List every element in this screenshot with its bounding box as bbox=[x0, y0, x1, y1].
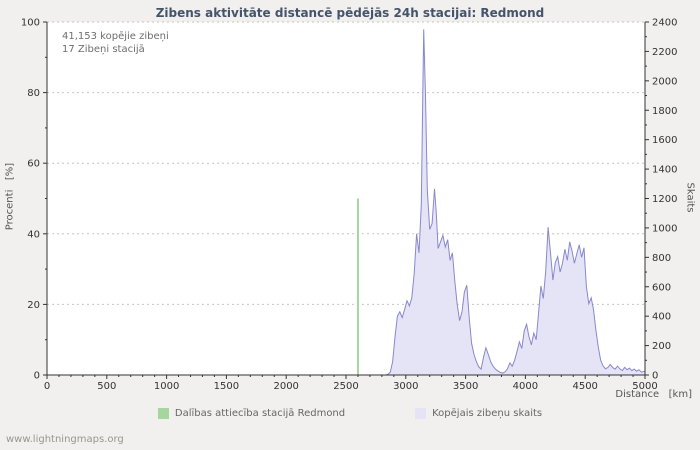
left-axis-label: Procenti [%] bbox=[4, 162, 16, 231]
legend-item-total-count: Kopējais zibeņu skaits bbox=[415, 408, 542, 419]
total-strikes-annotation: 41,153 kopējie zibeņi bbox=[62, 31, 169, 42]
svg-text:1000: 1000 bbox=[652, 223, 677, 234]
svg-text:1400: 1400 bbox=[652, 165, 677, 176]
svg-text:40: 40 bbox=[27, 229, 40, 240]
chart-legend: Dalības attiecība stacijā Redmond Kopēja… bbox=[0, 408, 700, 419]
svg-text:200: 200 bbox=[652, 341, 671, 352]
svg-text:400: 400 bbox=[652, 312, 671, 323]
svg-text:0: 0 bbox=[34, 371, 40, 382]
legend-label-total-count: Kopējais zibeņu skaits bbox=[432, 408, 543, 419]
chart-title: Zibens aktivitāte distancē pēdējās 24h s… bbox=[155, 6, 545, 20]
svg-text:3000: 3000 bbox=[393, 381, 418, 392]
legend-label-station-ratio: Dalības attiecība stacijā Redmond bbox=[174, 408, 346, 419]
svg-text:1000: 1000 bbox=[154, 381, 179, 392]
svg-text:60: 60 bbox=[27, 159, 40, 170]
svg-text:2500: 2500 bbox=[333, 381, 358, 392]
svg-text:0: 0 bbox=[44, 381, 50, 392]
svg-text:4000: 4000 bbox=[513, 381, 538, 392]
svg-text:1200: 1200 bbox=[652, 194, 677, 205]
svg-text:800: 800 bbox=[652, 253, 671, 264]
svg-text:1500: 1500 bbox=[214, 381, 239, 392]
green-swatch-icon bbox=[157, 408, 169, 419]
svg-text:3500: 3500 bbox=[453, 381, 478, 392]
svg-text:0: 0 bbox=[652, 371, 658, 382]
chart-annotations: 41,153 kopējie zibeņi 17 Zibeņi stacijā bbox=[62, 30, 169, 56]
svg-text:80: 80 bbox=[27, 88, 40, 99]
station-strikes-annotation: 17 Zibeņi stacijā bbox=[62, 44, 145, 55]
svg-text:1800: 1800 bbox=[652, 106, 677, 117]
svg-text:600: 600 bbox=[652, 282, 671, 293]
svg-text:2000: 2000 bbox=[273, 381, 298, 392]
x-axis-label: Distance [km] bbox=[615, 389, 692, 400]
svg-text:100: 100 bbox=[21, 18, 40, 29]
legend-item-station-ratio: Dalības attiecība stacijā Redmond bbox=[157, 408, 346, 419]
svg-text:2400: 2400 bbox=[652, 18, 677, 29]
lavender-swatch-icon bbox=[415, 408, 427, 419]
site-url: www.lightningmaps.org bbox=[6, 434, 124, 445]
svg-text:5000: 5000 bbox=[632, 381, 657, 392]
svg-text:4500: 4500 bbox=[572, 381, 597, 392]
svg-text:2200: 2200 bbox=[652, 47, 677, 58]
right-axis-label: Skaits bbox=[684, 182, 696, 213]
svg-text:20: 20 bbox=[27, 300, 40, 311]
svg-text:1600: 1600 bbox=[652, 135, 677, 146]
svg-text:500: 500 bbox=[97, 381, 116, 392]
svg-text:2000: 2000 bbox=[652, 76, 677, 87]
